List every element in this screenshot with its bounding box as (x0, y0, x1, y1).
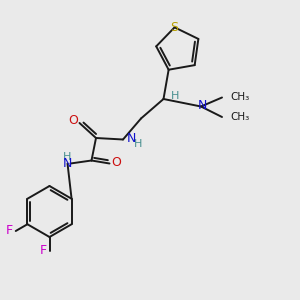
Text: O: O (69, 114, 78, 127)
Text: H: H (134, 139, 142, 149)
Text: N: N (198, 99, 207, 112)
Text: H: H (171, 91, 179, 101)
Text: CH₃: CH₃ (230, 92, 250, 103)
Text: S: S (171, 21, 178, 34)
Text: CH₃: CH₃ (230, 112, 250, 122)
Text: O: O (111, 156, 121, 169)
Text: H: H (63, 152, 72, 162)
Text: F: F (6, 224, 13, 238)
Text: N: N (127, 131, 136, 145)
Text: N: N (63, 157, 72, 170)
Text: F: F (40, 244, 47, 257)
